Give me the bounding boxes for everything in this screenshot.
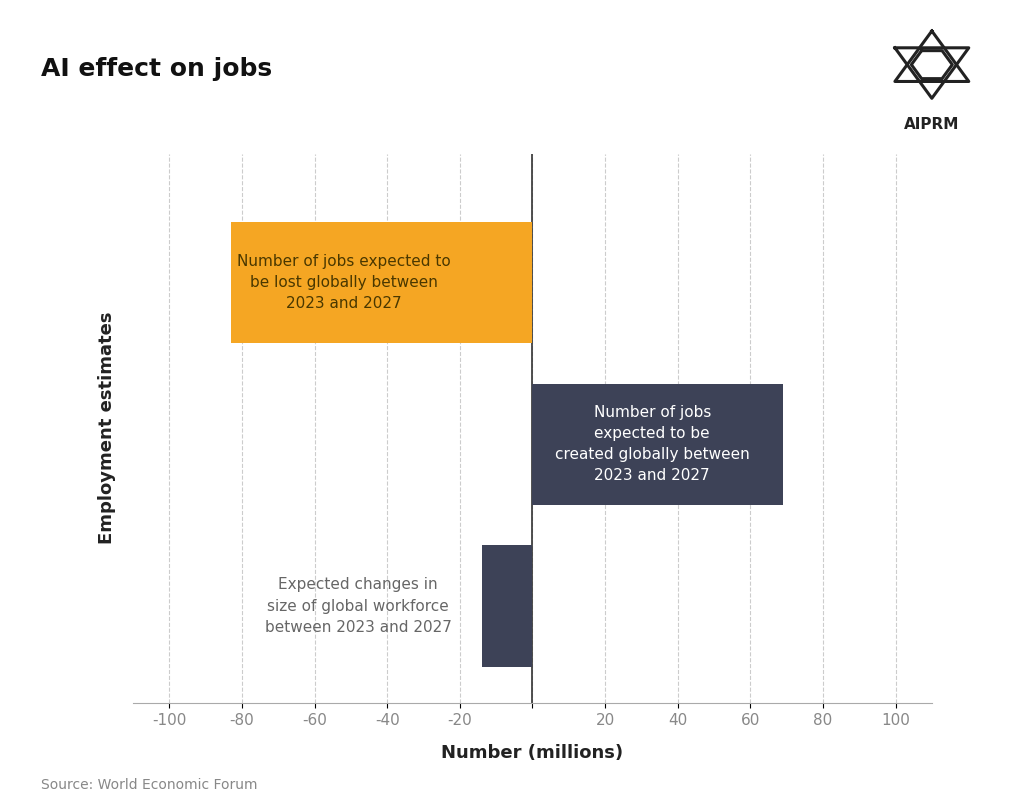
X-axis label: Number (millions): Number (millions) xyxy=(441,744,624,763)
Text: Expected changes in
size of global workforce
between 2023 and 2027: Expected changes in size of global workf… xyxy=(265,578,452,634)
Bar xyxy=(532,384,783,505)
Text: Source: World Economic Forum: Source: World Economic Forum xyxy=(41,778,257,792)
Text: AIPRM: AIPRM xyxy=(904,117,959,133)
Text: Number of jobs expected to
be lost globally between
2023 and 2027: Number of jobs expected to be lost globa… xyxy=(237,255,451,311)
Bar xyxy=(481,545,532,667)
Bar xyxy=(231,222,532,343)
Text: Number of jobs
expected to be
created globally between
2023 and 2027: Number of jobs expected to be created gl… xyxy=(555,406,750,483)
Y-axis label: Employment estimates: Employment estimates xyxy=(98,312,117,545)
Text: AI effect on jobs: AI effect on jobs xyxy=(41,57,272,81)
